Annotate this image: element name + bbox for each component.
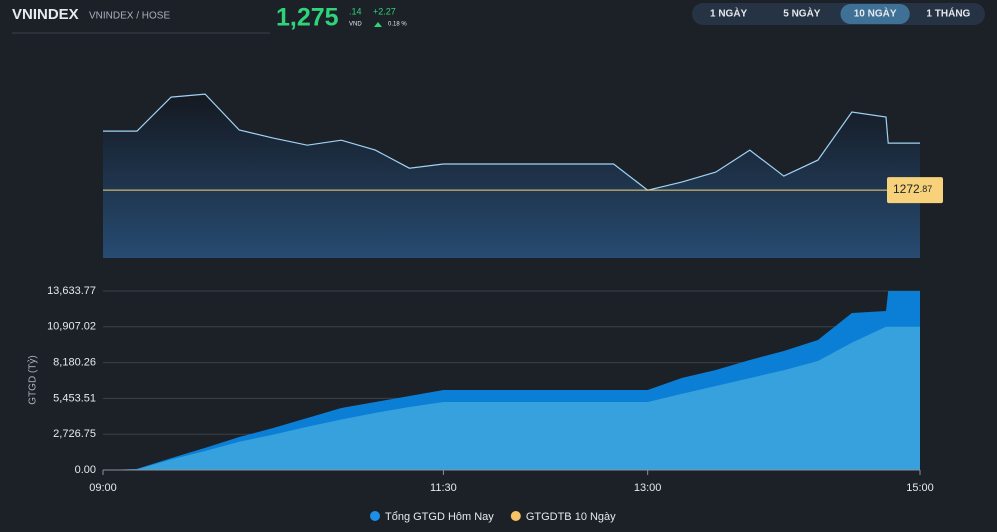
x-tick-label: 15:00 xyxy=(906,482,934,494)
y-tick-label: 5,453.51 xyxy=(53,392,96,404)
tabs: 1 NGÀY 5 NGÀY 10 NGÀY 1 THÁNG xyxy=(710,4,971,24)
value-chart: 0.00 2,726.75 5,453.51 8,180.26 10,907.02 13,… xyxy=(27,285,934,523)
change-percent: 0.18 % xyxy=(388,22,407,28)
x-tick-label: 11:30 xyxy=(430,482,457,494)
legend-marker[interactable] xyxy=(510,511,521,521)
price-area xyxy=(103,94,920,258)
reference-label: 1272.87 xyxy=(893,182,932,196)
tab[interactable]: 1 NGÀY xyxy=(710,7,748,20)
subtitle: VNINDEX / HOSE xyxy=(89,11,170,22)
y-tick-label: 13,633.77 xyxy=(47,285,96,297)
price-decimals: .14 xyxy=(349,6,362,16)
tab-group xyxy=(692,3,985,25)
y-tick-label: 10,907.02 xyxy=(47,321,96,333)
reference-dec: .87 xyxy=(920,185,933,195)
title: VNINDEX xyxy=(12,6,79,23)
reference-int: 1272 xyxy=(893,182,920,196)
tab[interactable]: 1 THÁNG xyxy=(926,7,970,20)
x-tick-label: 09:00 xyxy=(89,482,117,494)
up-arrow xyxy=(374,22,382,27)
legend-marker[interactable] xyxy=(370,511,380,521)
area xyxy=(103,326,920,470)
price-chart: 1272.87 xyxy=(103,93,943,258)
tab[interactable]: 10 NGÀY xyxy=(854,7,897,20)
price: 1,275 xyxy=(276,4,339,32)
tab-active[interactable] xyxy=(840,4,910,24)
tab[interactable]: 5 NGÀY xyxy=(783,7,821,20)
unit: VND xyxy=(349,22,362,28)
legend-label[interactable]: GTGDTB 10 Ngày xyxy=(526,511,616,523)
y-tick-label: 2,726.75 xyxy=(53,428,96,440)
x-tick-label: 13:00 xyxy=(634,482,662,494)
price-line xyxy=(103,93,920,191)
y-tick-label: 0.00 xyxy=(75,464,96,476)
legend-label[interactable]: Tổng GTGD Hôm Nay xyxy=(385,511,494,523)
reference-badge xyxy=(887,177,943,204)
y-tick-label: 8,180.26 xyxy=(53,357,96,369)
y-axis-label: GTGD (Tỷ) xyxy=(27,355,39,404)
change: +2.27 xyxy=(373,6,396,16)
